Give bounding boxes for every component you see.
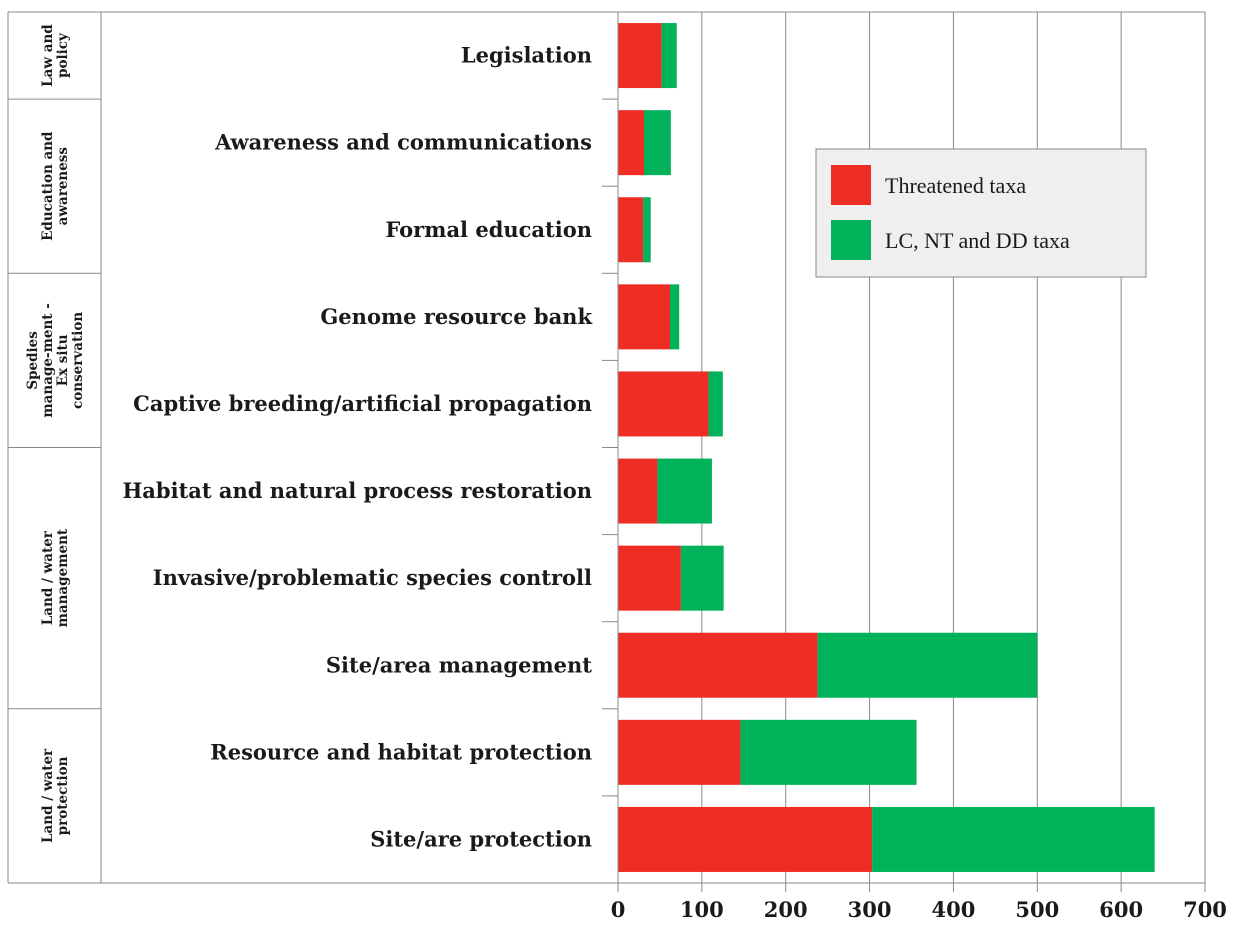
legend-swatch-lc-nt-and-dd-taxa <box>831 220 871 260</box>
category-label-legislation: Legislation <box>461 43 592 68</box>
group-label-law-and-policy: Law andpolicy <box>40 24 71 87</box>
category-label-formal-education: Formal education <box>385 217 592 242</box>
bar-site-are-protection-threatened <box>618 806 873 872</box>
category-label-invasive-problematic-species-controll: Invasive/problematic species controll <box>153 565 592 590</box>
x-tick-label: 200 <box>764 897 808 922</box>
bar-captive-breeding-artificial-propagation-threatened <box>618 371 709 437</box>
category-label-habitat-and-natural-process-restoration: Habitat and natural process restoration <box>122 478 592 503</box>
bar-resource-and-habitat-protection-threatened <box>618 719 741 785</box>
group-label-education-and-awareness: Education andawareness <box>40 131 71 241</box>
bar-captive-breeding-artificial-propagation-lc-nt-dd <box>708 371 723 437</box>
x-tick-label: 300 <box>848 897 892 922</box>
group-label-land-water-management: Land / watermanagement <box>40 528 71 627</box>
category-label-genome-resource-bank: Genome resource bank <box>320 304 592 329</box>
bar-genome-resource-bank-threatened <box>618 284 670 350</box>
bar-formal-education-lc-nt-dd <box>643 197 651 263</box>
bar-legislation-threatened <box>618 23 662 89</box>
bar-site-area-management-threatened <box>618 632 818 698</box>
legend-label-threatened-taxa: Threatened taxa <box>885 173 1026 198</box>
bar-invasive-problematic-species-controll-lc-nt-dd <box>680 545 724 611</box>
bar-invasive-problematic-species-controll-threatened <box>618 545 681 611</box>
x-tick-label: 0 <box>611 897 626 922</box>
category-label-site-are-protection: Site/are protection <box>370 826 592 851</box>
x-tick-label: 700 <box>1183 897 1227 922</box>
bar-site-area-management-lc-nt-dd <box>817 632 1038 698</box>
bar-site-are-protection-lc-nt-dd <box>872 806 1155 872</box>
bar-legislation-lc-nt-dd <box>661 23 677 89</box>
x-tick-label: 400 <box>932 897 976 922</box>
group-label-spedies-manage-ment-ex-situ-conservation: Spediesmanage-ment -Ex situconservation <box>25 303 86 417</box>
bar-awareness-and-communications-threatened <box>618 110 644 176</box>
legend-label-lc-nt-and-dd-taxa: LC, NT and DD taxa <box>885 228 1070 253</box>
category-label-awareness-and-communications: Awareness and communications <box>214 130 592 155</box>
x-tick-label: 600 <box>1099 897 1143 922</box>
bar-habitat-and-natural-process-restoration-threatened <box>618 458 658 524</box>
legend-swatch-threatened-taxa <box>831 165 871 205</box>
bar-resource-and-habitat-protection-lc-nt-dd <box>740 719 917 785</box>
category-label-site-area-management: Site/area management <box>326 652 592 677</box>
bar-awareness-and-communications-lc-nt-dd <box>643 110 671 176</box>
category-label-captive-breeding-artificial-propagation: Captive breeding/artificial propagation <box>133 391 592 416</box>
x-tick-label: 500 <box>1015 897 1059 922</box>
category-label-resource-and-habitat-protection: Resource and habitat protection <box>210 739 592 764</box>
bar-habitat-and-natural-process-restoration-lc-nt-dd <box>657 458 712 524</box>
group-label-land-water-protection: Land / waterprotection <box>40 748 71 843</box>
x-tick-label: 100 <box>680 897 724 922</box>
bar-formal-education-threatened <box>618 197 644 263</box>
bar-genome-resource-bank-lc-nt-dd <box>669 284 680 350</box>
